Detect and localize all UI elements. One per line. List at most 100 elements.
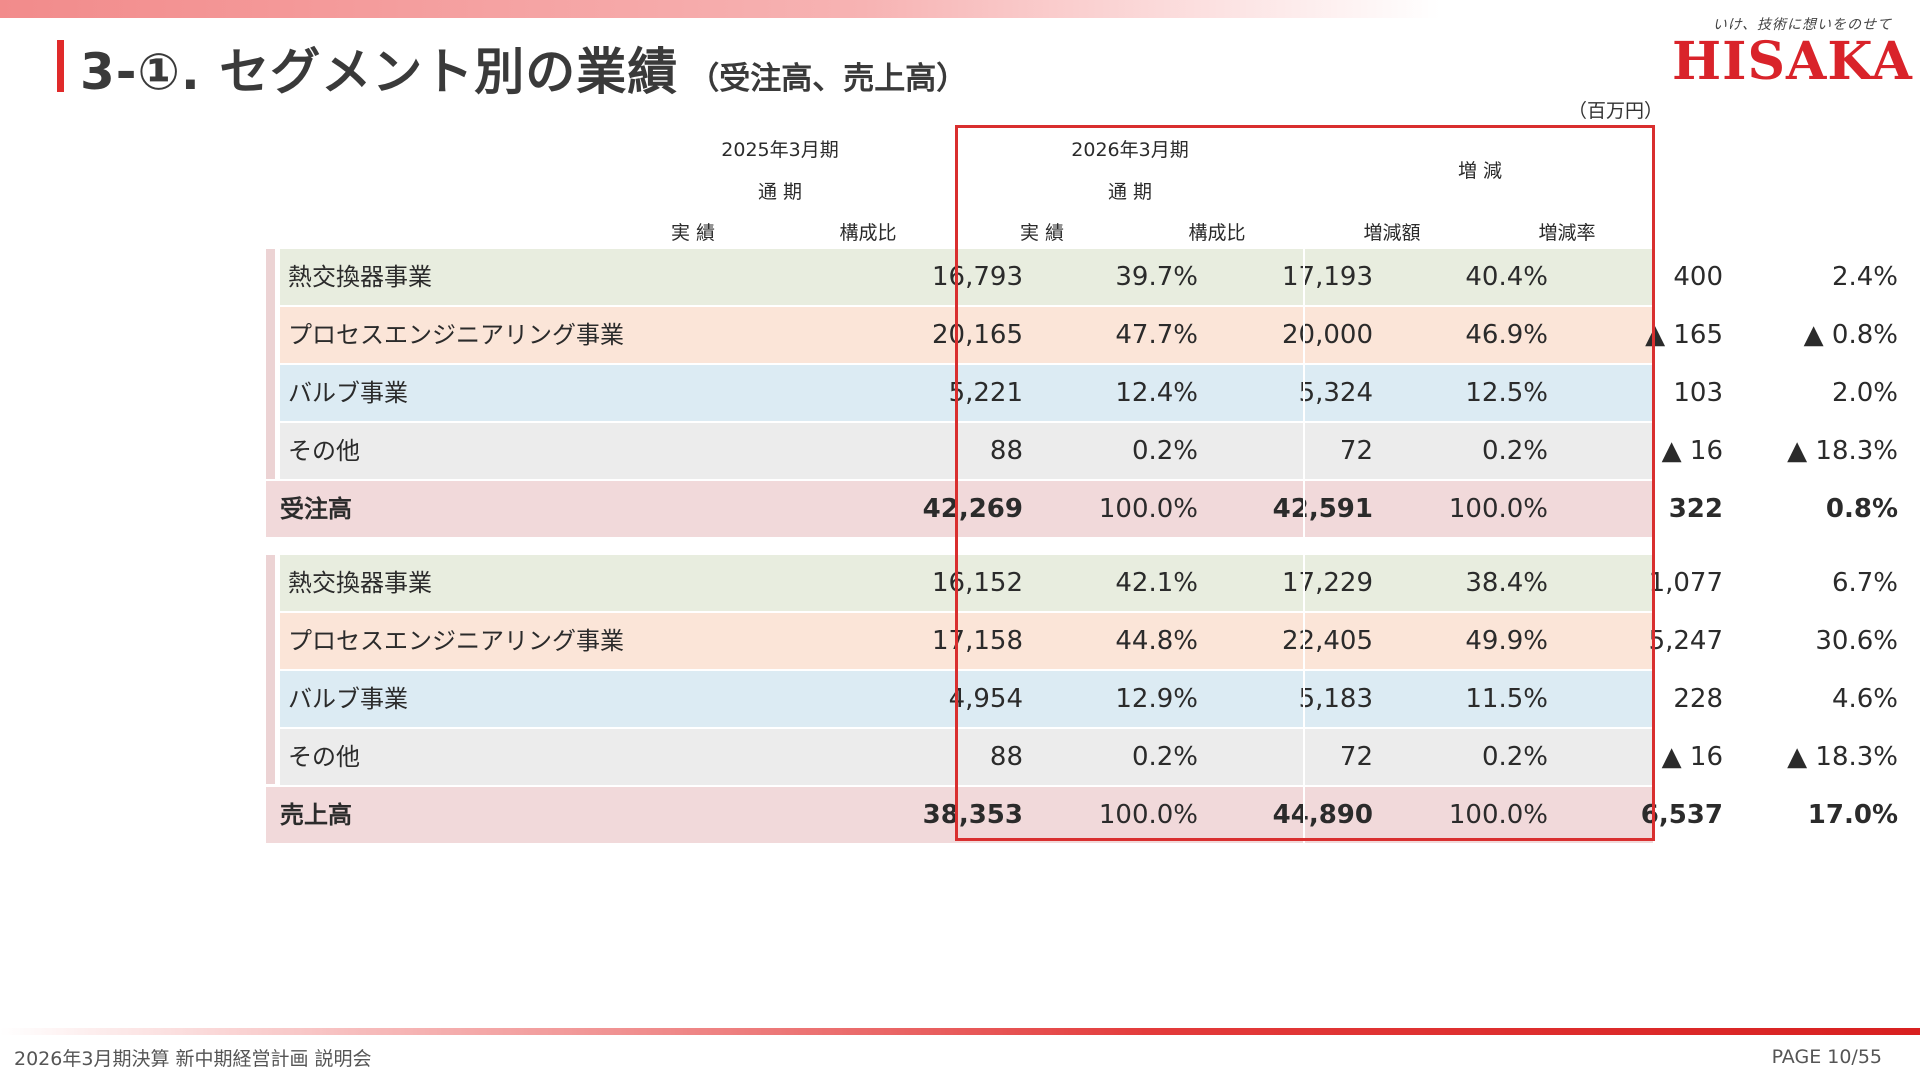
cell-prev-ratio: 100.0%: [1098, 494, 1198, 524]
cell-curr-actual: 5,183: [1298, 684, 1373, 714]
cell-prev-ratio: 42.1%: [1115, 568, 1198, 598]
column-divider: [1303, 423, 1305, 479]
column-divider: [1303, 729, 1305, 785]
cell-curr-ratio: 100.0%: [1448, 494, 1548, 524]
cell-prev-ratio: 47.7%: [1115, 320, 1198, 350]
cell-prev-actual: 88: [989, 742, 1023, 772]
row-label: 受注高: [280, 495, 352, 523]
header-curr-actual: 実 績: [1019, 222, 1065, 244]
cell-prev-actual: 17,158: [932, 626, 1023, 656]
column-divider: [1303, 671, 1305, 727]
cell-prev-actual: 38,353: [922, 800, 1023, 830]
row-label: 熱交換器事業: [288, 569, 432, 597]
cell-prev-ratio: 12.9%: [1115, 684, 1198, 714]
cell-curr-ratio: 0.2%: [1481, 436, 1548, 466]
column-divider: [1303, 249, 1305, 305]
row-label: バルブ事業: [288, 379, 408, 407]
top-accent-bar: [0, 0, 1920, 18]
cell-prev-actual: 4,954: [948, 684, 1023, 714]
row-label: バルブ事業: [288, 685, 408, 713]
cell-curr-ratio: 11.5%: [1465, 684, 1548, 714]
cell-chg-rate: 4.6%: [1831, 684, 1898, 714]
cell-curr-ratio: 0.2%: [1481, 742, 1548, 772]
cell-chg-rate: 17.0%: [1807, 800, 1898, 830]
table-row: その他 88 0.2% 72 0.2% ▲ 16 ▲ 18.3%: [280, 423, 1898, 479]
orders-section-bar: [266, 249, 275, 479]
table-row: バルブ事業 5,221 12.4% 5,324 12.5% 103 2.0%: [280, 365, 1898, 421]
header-change: 増 減: [1457, 160, 1503, 182]
cell-chg-amount: 322: [1668, 494, 1723, 524]
table-row: 熱交換器事業 16,152 42.1% 17,229 38.4% 1,077 6.7%: [280, 555, 1898, 611]
cell-chg-amount: ▲ 165: [1645, 320, 1723, 350]
table-row: プロセスエンジニアリング事業 20,165 47.7% 20,000 46.9% ▲ 16…: [280, 307, 1898, 363]
page-number: PAGE 10/55: [1771, 1046, 1882, 1068]
header-prev-actual: 実 績: [670, 222, 716, 244]
cell-curr-actual: 5,324: [1298, 378, 1373, 408]
cell-prev-actual: 16,793: [932, 262, 1023, 292]
column-divider: [1303, 365, 1305, 421]
cell-prev-actual: 88: [989, 436, 1023, 466]
column-divider: [1303, 481, 1305, 537]
logo-wordmark: HISAKA: [1672, 31, 1913, 92]
header-curr-ratio: 構成比: [1188, 222, 1246, 244]
header-change-rate: 増減率: [1538, 222, 1596, 244]
header-period-prev: 2025年3月期: [721, 139, 839, 161]
cell-prev-actual: 20,165: [932, 320, 1023, 350]
cell-prev-ratio: 0.2%: [1131, 436, 1198, 466]
cell-curr-actual: 72: [1339, 742, 1373, 772]
table-row: プロセスエンジニアリング事業 17,158 44.8% 22,405 49.9% 5,24…: [280, 613, 1898, 669]
cell-curr-actual: 72: [1339, 436, 1373, 466]
column-divider: [1303, 307, 1305, 363]
cell-chg-amount: 103: [1673, 378, 1723, 408]
cell-chg-rate: 2.0%: [1831, 378, 1898, 408]
header-full-year-curr: 通 期: [1107, 181, 1153, 203]
page-title-sub: （受注高、売上高）: [688, 61, 968, 97]
cell-prev-actual: 5,221: [948, 378, 1023, 408]
cell-chg-amount: 1,077: [1648, 568, 1723, 598]
title-marker: [57, 40, 64, 92]
cell-chg-amount: 6,537: [1640, 800, 1723, 830]
cell-prev-ratio: 0.2%: [1131, 742, 1198, 772]
cell-chg-amount: 228: [1673, 684, 1723, 714]
column-divider: [1303, 613, 1305, 669]
row-label: その他: [288, 437, 360, 465]
cell-chg-rate: ▲ 18.3%: [1787, 742, 1898, 772]
cell-prev-actual: 42,269: [922, 494, 1023, 524]
cell-chg-rate: 2.4%: [1831, 262, 1898, 292]
row-label: 売上高: [280, 801, 352, 829]
row-label: プロセスエンジニアリング事業: [288, 321, 624, 349]
header-period-curr: 2026年3月期: [1071, 139, 1189, 161]
cell-chg-amount: 400: [1673, 262, 1723, 292]
cell-curr-actual: 42,591: [1272, 494, 1373, 524]
cell-curr-ratio: 46.9%: [1465, 320, 1548, 350]
page-title-main: 3-①. セグメント別の業績: [80, 43, 679, 101]
cell-chg-amount: ▲ 16: [1661, 742, 1723, 772]
cell-curr-actual: 20,000: [1282, 320, 1373, 350]
table-total-row: 受注高 42,269 100.0% 42,591 100.0% 322 0.8%: [266, 481, 1898, 537]
cell-curr-ratio: 40.4%: [1465, 262, 1548, 292]
cell-curr-ratio: 38.4%: [1465, 568, 1548, 598]
cell-curr-actual: 17,193: [1282, 262, 1373, 292]
footer-title: 2026年3月期決算 新中期経営計画 説明会: [14, 1048, 372, 1070]
column-divider: [1303, 787, 1305, 843]
row-label: 熱交換器事業: [288, 263, 432, 291]
column-divider: [1303, 555, 1305, 611]
cell-chg-amount: 5,247: [1648, 626, 1723, 656]
cell-curr-actual: 22,405: [1282, 626, 1373, 656]
cell-curr-actual: 44,890: [1272, 800, 1373, 830]
cell-chg-rate: ▲ 18.3%: [1787, 436, 1898, 466]
cell-chg-rate: ▲ 0.8%: [1803, 320, 1898, 350]
cell-chg-rate: 0.8%: [1825, 494, 1898, 524]
cell-chg-rate: 6.7%: [1831, 568, 1898, 598]
row-label: プロセスエンジニアリング事業: [288, 627, 624, 655]
header-prev-ratio: 構成比: [839, 222, 897, 244]
cell-prev-ratio: 39.7%: [1115, 262, 1198, 292]
cell-prev-ratio: 44.8%: [1115, 626, 1198, 656]
page-title: 3-①. セグメント別の業績 （受注高、売上高）: [80, 32, 967, 102]
cell-prev-ratio: 12.4%: [1115, 378, 1198, 408]
cell-chg-rate: 30.6%: [1815, 626, 1898, 656]
table-total-row: 売上高 38,353 100.0% 44,890 100.0% 6,537 17.0%: [266, 787, 1898, 843]
company-logo: いけ、技術に想いをのせて HISAKA: [1672, 14, 1913, 92]
table-row: 熱交換器事業 16,793 39.7% 17,193 40.4% 400 2.4%: [280, 249, 1898, 305]
cell-prev-actual: 16,152: [932, 568, 1023, 598]
